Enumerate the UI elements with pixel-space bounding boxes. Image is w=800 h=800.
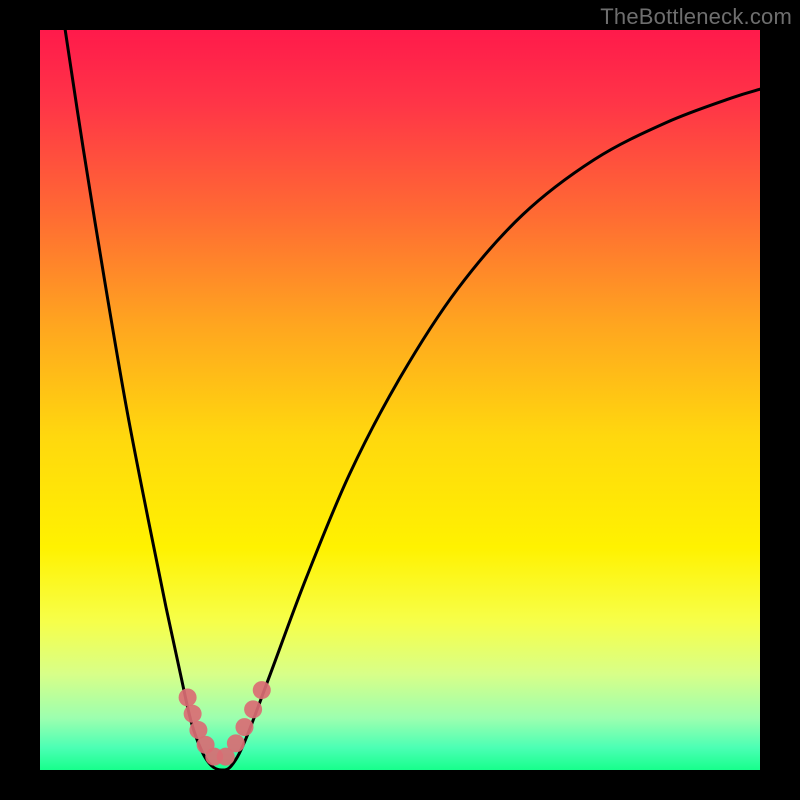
watermark-text: TheBottleneck.com (600, 4, 792, 30)
figure-root: TheBottleneck.com (0, 0, 800, 800)
plot-gradient-background (40, 30, 760, 770)
